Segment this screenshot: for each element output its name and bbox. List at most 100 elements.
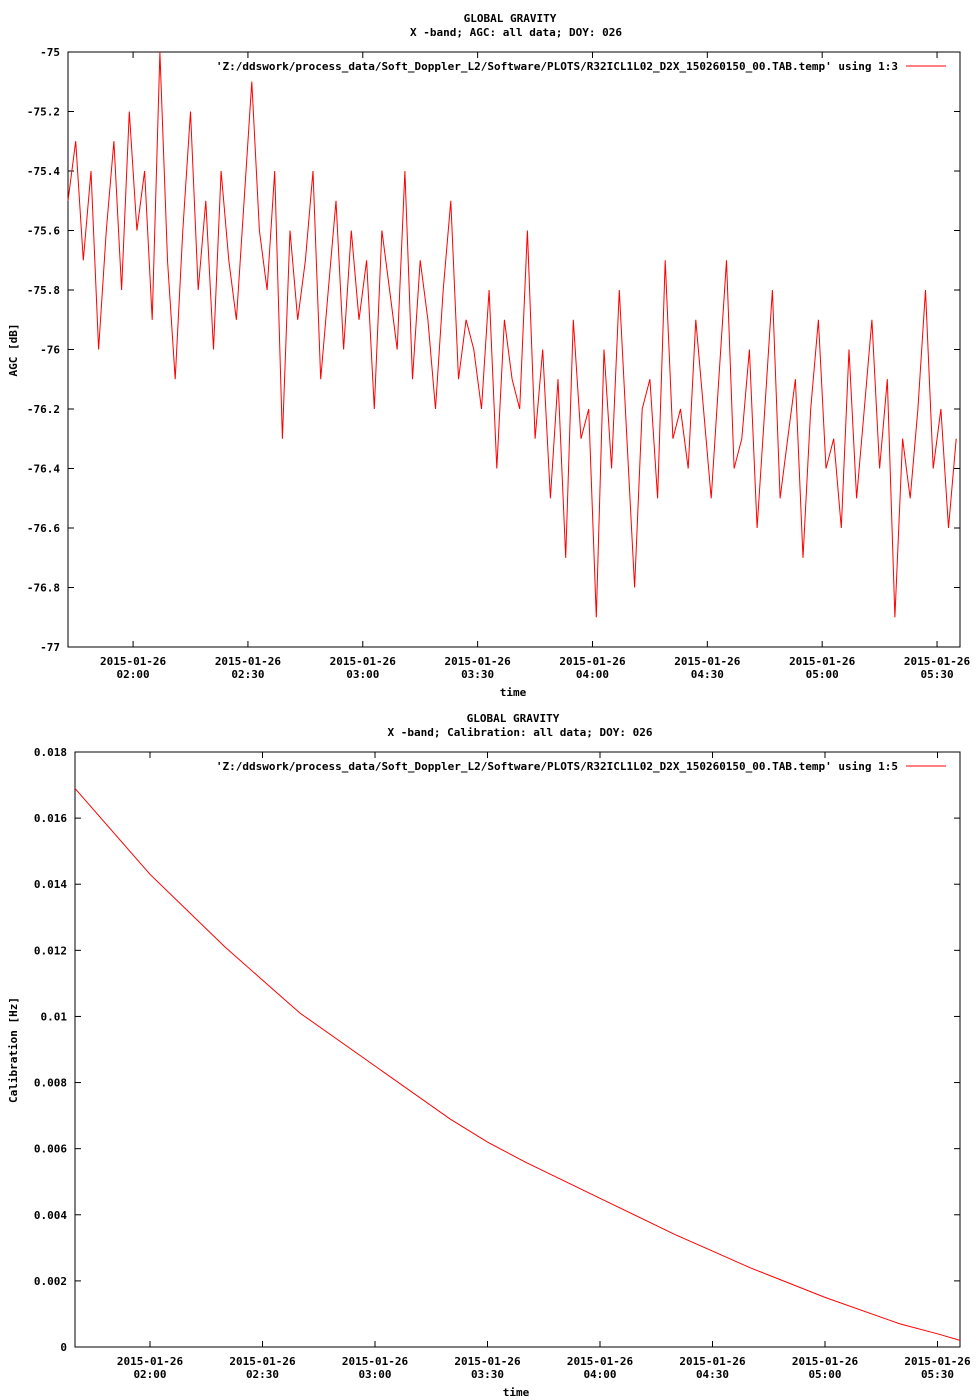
agc-x-tick-time: 02:30	[231, 668, 264, 681]
agc-x-tick-date: 2015-01-26	[904, 655, 971, 668]
agc-y-tick-label: -77	[40, 641, 60, 654]
calibration-y-tick: 0.004	[34, 1209, 960, 1222]
calibration-x-tick-date: 2015-01-26	[342, 1355, 409, 1368]
calibration-y-tick: 0.012	[34, 944, 960, 957]
agc-x-tick-time: 02:00	[117, 668, 150, 681]
calibration-chart-title: GLOBAL GRAVITY	[467, 712, 560, 725]
agc-x-tick-time: 03:30	[461, 668, 494, 681]
calibration-y-tick: 0.008	[34, 1077, 960, 1090]
calibration-y-tick-label: 0.01	[41, 1010, 68, 1023]
agc-x-tick-date: 2015-01-26	[445, 655, 512, 668]
agc-y-tick-label: -76	[40, 344, 60, 357]
calibration-x-tick-date: 2015-01-26	[117, 1355, 184, 1368]
agc-x-tick-time: 04:00	[576, 668, 609, 681]
calibration-x-tick-date: 2015-01-26	[792, 1355, 859, 1368]
calibration-x-tick-date: 2015-01-26	[679, 1355, 746, 1368]
agc-y-tick: -75.2	[27, 106, 960, 119]
agc-y-tick-label: -76.6	[27, 522, 60, 535]
agc-plot-frame	[67, 51, 961, 648]
agc-x-tick-date: 2015-01-26	[330, 655, 397, 668]
calibration-y-tick-label: 0.008	[34, 1077, 67, 1090]
calibration-y-tick-label: 0.004	[34, 1209, 67, 1222]
agc-x-axis-label: time	[500, 686, 527, 699]
calibration-x-axis-label: time	[503, 1386, 530, 1399]
calibration-x-tick-time: 02:00	[133, 1368, 166, 1381]
agc-chart-title: GLOBAL GRAVITY	[464, 12, 557, 25]
calibration-y-tick: 0	[60, 1341, 960, 1354]
agc-y-tick: -76.8	[27, 582, 960, 595]
calibration-y-tick-label: 0.014	[34, 878, 67, 891]
calibration-y-tick-label: 0	[60, 1341, 67, 1354]
calibration-y-tick: 0.016	[34, 812, 960, 825]
calibration-series-layer	[74, 788, 961, 1341]
calibration-x-tick-time: 05:30	[921, 1368, 954, 1381]
agc-y-tick: -75	[40, 46, 960, 59]
calibration-y-tick-label: 0.002	[34, 1275, 67, 1288]
agc-y-tick-label: -75.6	[27, 225, 60, 238]
agc-y-tick-label: -75	[40, 46, 60, 59]
agc-chart: GLOBAL GRAVITY X -band; AGC: all data; D…	[7, 12, 971, 699]
calibration-series-line	[74, 788, 961, 1341]
agc-x-tick-time: 05:30	[920, 668, 953, 681]
calibration-x-tick-time: 05:00	[808, 1368, 841, 1381]
calibration-y-tick: 0.006	[34, 1143, 960, 1156]
agc-x-tick-time: 05:00	[806, 668, 839, 681]
agc-series-layer	[67, 51, 957, 618]
calibration-y-axis: 0.018 0.016 0.014 0.012 0.01 0.008 0.006 0.004 0…	[34, 746, 960, 1354]
agc-y-tick: -77	[40, 641, 960, 654]
calibration-x-tick-date: 2015-01-26	[904, 1355, 971, 1368]
agc-y-tick: -75.6	[27, 225, 960, 238]
agc-y-axis-label: AGC [dB]	[7, 324, 20, 377]
agc-x-tick-date: 2015-01-26	[100, 655, 167, 668]
agc-y-tick: -76	[40, 344, 960, 357]
agc-y-tick: -76.4	[27, 463, 960, 476]
calibration-legend-label: 'Z:/ddswork/process_data/Soft_Doppler_L2…	[216, 760, 898, 773]
calibration-chart: GLOBAL GRAVITY X -band; Calibration: all…	[7, 712, 971, 1399]
agc-x-tick-time: 04:30	[691, 668, 724, 681]
agc-y-tick-label: -75.8	[27, 284, 60, 297]
calibration-y-axis-label: Calibration [Hz]	[7, 997, 20, 1103]
calibration-x-tick-date: 2015-01-26	[567, 1355, 634, 1368]
calibration-y-tick: 0.002	[34, 1275, 960, 1288]
calibration-y-tick: 0.014	[34, 878, 960, 891]
calibration-y-tick-label: 0.016	[34, 812, 67, 825]
calibration-x-tick-time: 02:30	[246, 1368, 279, 1381]
agc-y-axis: -75 -75.2 -75.4 -75.6 -75.8 -76 -76.2 -76.4 -76.…	[27, 46, 960, 654]
calibration-x-axis: 2015-01-2602:002015-01-2602:302015-01-26…	[117, 752, 971, 1381]
agc-y-tick-label: -75.4	[27, 165, 60, 178]
agc-y-tick-label: -76.8	[27, 582, 60, 595]
agc-x-tick-time: 03:00	[346, 668, 379, 681]
calibration-x-tick-time: 03:00	[358, 1368, 391, 1381]
agc-x-tick-date: 2015-01-26	[674, 655, 741, 668]
agc-y-tick: -76.2	[27, 403, 960, 416]
agc-chart-subtitle: X -band; AGC: all data; DOY: 026	[410, 26, 622, 39]
calibration-x-tick-time: 04:30	[696, 1368, 729, 1381]
calibration-y-tick-label: 0.006	[34, 1143, 67, 1156]
agc-y-tick: -76.6	[27, 522, 960, 535]
agc-y-tick-label: -75.2	[27, 106, 60, 119]
agc-x-axis: 2015-01-2602:002015-01-2602:302015-01-26…	[100, 52, 971, 681]
agc-y-tick: -75.4	[27, 165, 960, 178]
calibration-x-tick-date: 2015-01-26	[229, 1355, 296, 1368]
agc-x-tick-date: 2015-01-26	[789, 655, 856, 668]
agc-y-tick: -75.8	[27, 284, 960, 297]
agc-y-tick-label: -76.4	[27, 463, 60, 476]
calibration-chart-subtitle: X -band; Calibration: all data; DOY: 026	[388, 726, 653, 739]
calibration-y-tick: 0.01	[41, 1010, 960, 1023]
agc-y-tick-label: -76.2	[27, 403, 60, 416]
